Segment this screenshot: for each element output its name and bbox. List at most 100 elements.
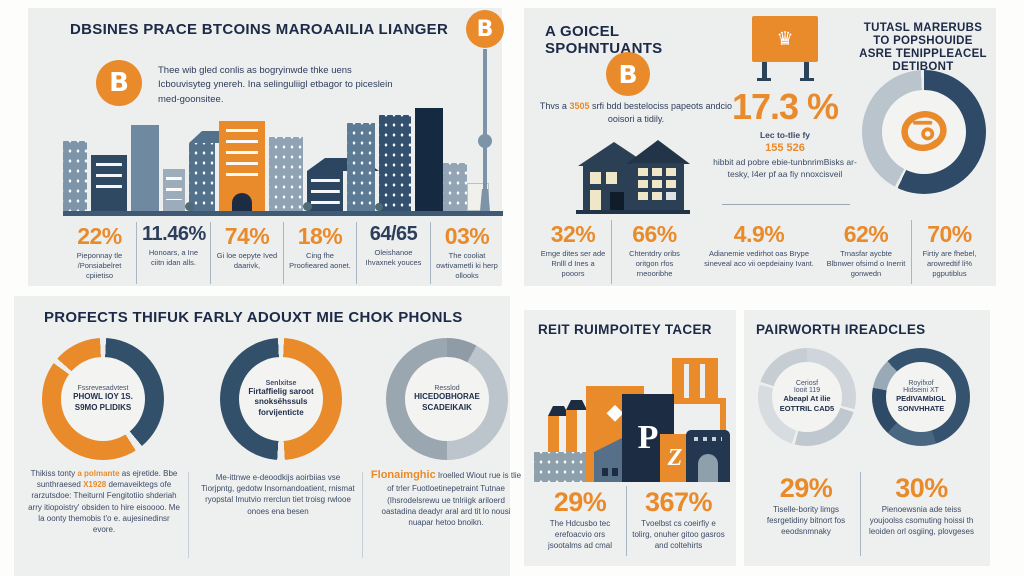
building <box>63 141 87 211</box>
stat-value: 4.9% <box>733 221 785 247</box>
stat-value: 64/65 <box>369 223 418 245</box>
donut-text-line: Firtaffielig saroot <box>248 386 314 396</box>
caption-highlight: X1928 <box>83 480 107 490</box>
donut-text-small: Fssrevesadvtest <box>77 385 129 393</box>
stat-caption: Pienoewsnia ade teiss youjoolss csomutin… <box>869 505 974 536</box>
panel-goicel-title: A GOICEL SPOHNTUANTS <box>545 23 663 57</box>
donut-caption-3: Flonaimghic Iroelled Wiout rue is tlie o… <box>370 468 522 528</box>
price-stamp-icon <box>901 111 947 152</box>
big-stat-sub: Lec to-tlie fy <box>759 130 811 140</box>
donut-center <box>882 90 966 174</box>
chimney-icon <box>548 406 569 482</box>
tower-pole <box>483 49 487 111</box>
bitcoin-glyph: B <box>618 59 638 89</box>
chimney-tip <box>548 406 569 416</box>
stat-item: 367% Tvoelbst cs coeirfiy e tolirg, onuh… <box>626 486 730 556</box>
stat-caption: Emge dites ser ade Rnlll d Ines a pooors <box>540 249 606 279</box>
donut-text-line: PHOWL IOY 1S. <box>73 392 133 402</box>
stat-caption: The Hdcusbo tec erefoacvio ors jsootalms… <box>547 519 613 550</box>
shield-icon: ◆ <box>606 400 624 425</box>
donut-text: PEdIVAMbIGL <box>896 394 946 404</box>
stat-item: 22% Pieponnay tle /Ponsiabelret cpiietis… <box>63 222 136 284</box>
donut-center: Fssrevesadvtest PHOWL IOY 1S. S9MO PLIDI… <box>61 357 145 441</box>
bitcoin-icon: B <box>96 60 142 106</box>
stat-caption: Firtiy are fhebel, arowredtif li% pgputi… <box>922 249 977 279</box>
city-skyline-illustration <box>63 108 495 211</box>
donut-text: Ceriosf <box>795 380 819 388</box>
donut-text: SONVHHATE <box>897 404 945 413</box>
building-dark-tower <box>415 108 443 211</box>
caption-text: demaveiktegs ofe rarzutsdoe: Theiturnl F… <box>28 480 180 534</box>
goicel-stats-row: 32% Emge dites ser ade Rnlll d Ines a po… <box>535 220 987 284</box>
stat-value: 66% <box>632 221 677 247</box>
billboard-icon: ♛ <box>752 16 818 62</box>
donut-caption-1: Thikiss tonty a polmante as ejretide. Bb… <box>28 468 180 535</box>
panel-market-intro: Thee wib gled conlis as bogryinwde thke … <box>158 65 393 105</box>
stat-item: 66% Chtentdry oribs oritgon rfos rneoori… <box>611 220 697 284</box>
stat-item: 4.9% Adianemie vedirhot oas Brype sineve… <box>697 220 821 284</box>
billboard-foot <box>800 78 814 81</box>
stat-caption: Cing fhe Proofieared aonet. <box>289 251 351 271</box>
stat-value: 03% <box>444 223 490 249</box>
tv-tower-sphere <box>478 134 492 148</box>
stat-item: 70% Firtiy are fhebel, arowredtif li% pg… <box>911 220 987 284</box>
pairworth-stats-row: 29% Tiselle-bority limgs fesrgetidiny bi… <box>752 472 982 556</box>
stat-item: 11.46% Honoars, a Ine ciitn idan alls. <box>136 222 210 284</box>
donut-text: Hidseini XT <box>903 387 939 395</box>
tv-tower-base <box>480 189 490 211</box>
donut-chart-pairworth-1: Ceriosf Iooit 119 Abeapl At ilie EOTTRIL… <box>758 348 856 446</box>
stat-value: 29% <box>779 473 833 503</box>
bitcoin-icon: B <box>466 10 504 48</box>
tutasl-title: TUTASL MARERUBS TO POPSHOUIDE ASRE TENIP… <box>859 22 987 73</box>
donut-caption-2: Me-ittnwe e-deoodkijs aoirbiias vse Tior… <box>201 473 355 516</box>
stat-caption: The cooliat owtivametli ki herp ollooks <box>436 251 498 281</box>
tree-icon <box>303 202 312 211</box>
stat-value: 22% <box>77 223 122 249</box>
billboard-foot <box>757 78 771 81</box>
tree-icon <box>185 202 194 211</box>
tv-tower-mast <box>483 108 487 211</box>
building-door <box>232 193 252 211</box>
panel-profects: PROFECTS THIFUK FARLY ADOUXT MIE CHOK PH… <box>14 296 521 576</box>
kiosk-door <box>698 454 718 482</box>
goicel-intro: Thvs a 3505 srfi bdd bestelociss papeots… <box>538 100 734 126</box>
building <box>269 137 303 211</box>
stat-value: 62% <box>843 221 889 247</box>
crown-icon: ♛ <box>776 28 794 50</box>
letter-p: P <box>637 419 659 456</box>
column-gap <box>684 364 689 398</box>
tv-tower-icon <box>477 108 493 211</box>
stat-item: 29% The Hdcusbo tec erefoacvio ors jsoot… <box>534 486 626 556</box>
stat-item: 74% Gi loe oepyte Ived daarivk, <box>210 222 283 284</box>
billboard-leg <box>762 62 767 79</box>
stat-caption: Tiselle-bority limgs fesrgetidiny bitnor… <box>766 505 846 536</box>
caption-highlight: Flonaimghic <box>370 469 436 481</box>
donut-text-line: S9MO PLIDIKS <box>74 402 132 412</box>
stat-item: 18% Cing fhe Proofieared aonet. <box>283 222 356 284</box>
donut-chart-pairworth-2: Royifxof Hidseini XT PEdIVAMbIGL SONVHHA… <box>872 348 970 446</box>
stat-caption: Pieponnay tle /Ponsiabelret cpiietiso <box>76 251 123 281</box>
intro-text: srfi bdd bestelociss papeots andcio oois… <box>589 101 733 125</box>
stat-value: 30% <box>895 473 948 503</box>
donut-center: Senlxitse Firtaffielig saroot snoksëhssu… <box>239 357 323 441</box>
stat-caption: Adianemie vedirhot oas Brype sineveal ac… <box>704 249 814 269</box>
building <box>189 131 241 211</box>
stat-caption: Oleishanoe Ihvaxnek youces <box>365 248 422 268</box>
reit-stats-row: 29% The Hdcusbo tec erefoacvio ors jsoot… <box>534 486 730 556</box>
stat-item: 32% Emge dites ser ade Rnlll d Ines a po… <box>535 220 611 284</box>
stat-item: 64/65 Oleishanoe Ihvaxnek youces <box>356 222 430 284</box>
building <box>91 155 127 211</box>
donut-text-line: snoksëhssuls forvijenticte <box>254 397 308 417</box>
building-orange <box>219 121 265 211</box>
donut-center: Resslod HICEDOBHORAE SCADEIKAIK <box>405 357 489 441</box>
panel-goicel: A GOICEL SPOHNTUANTS B Thvs a 3505 srfi … <box>524 8 996 286</box>
column-separator <box>188 472 189 558</box>
building <box>131 125 159 211</box>
donut-text: Abeapl At ilie <box>783 394 831 404</box>
stat-value: 32% <box>550 221 596 247</box>
market-stats-row: 22% Pieponnay tle /Ponsiabelret cpiietis… <box>63 222 503 284</box>
donut-text: EOTTRIL CAD5 <box>779 404 835 413</box>
column-separator <box>362 472 363 558</box>
stat-item: 62% Trnasfar aycbte Blbnwer ofsimd o Ine… <box>821 220 911 284</box>
